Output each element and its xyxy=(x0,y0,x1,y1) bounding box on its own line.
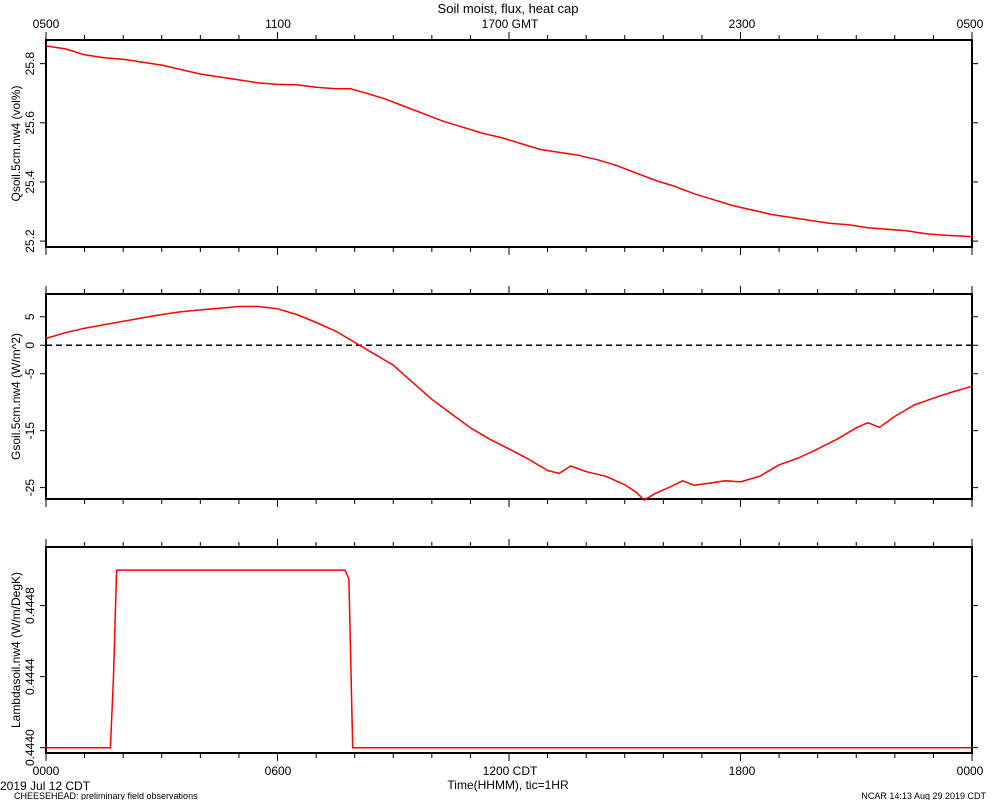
y-axis-label: Lambdasoil.nw4 (W/m/DegK) xyxy=(9,572,23,728)
y-tick-label: 25.8 xyxy=(23,52,37,76)
bottom-tick-label: 0000 xyxy=(33,764,60,778)
y-tick-label: 0 xyxy=(23,342,37,349)
top-axis-labels: 0500 1100 1700 GMT 2300 0500 xyxy=(33,17,984,31)
y-axis-label: Gsoil.5cm.nw4 (W/m^2) xyxy=(9,333,23,460)
series-line xyxy=(45,45,973,238)
footer-right: NCAR 14:13 Aug 29 2019 CDT xyxy=(861,791,986,800)
top-tick-label: 0500 xyxy=(33,17,60,31)
top-tick-label: 0500 xyxy=(957,17,984,31)
y-tick-label: -15 xyxy=(23,422,37,440)
y-tick-label: -25 xyxy=(23,479,37,497)
bottom-tick-label: 0000 xyxy=(957,764,984,778)
y-tick-label: 0.4440 xyxy=(23,729,37,766)
bottom-axis-labels: 0000 0600 1200 CDT 1800 0000 xyxy=(33,764,984,778)
y-tick-label: 0.4444 xyxy=(23,658,37,695)
y-tick-label: -5 xyxy=(23,368,37,379)
series-line xyxy=(45,305,973,501)
series-line xyxy=(46,569,972,749)
y-tick-label: 0.4448 xyxy=(23,587,37,624)
y-tick-label: 25.2 xyxy=(23,229,37,253)
y-tick-label: 5 xyxy=(23,313,37,320)
top-tick-label: 1100 xyxy=(265,17,291,31)
chart-panel-2: -25 -15 -5 0 5 Gsoil.5cm.nw4 (W/m^2) xyxy=(9,286,978,507)
top-tick-label: 2300 xyxy=(729,17,756,31)
y-axis-label: Qsoil.5cm.nw4 (vol%) xyxy=(9,85,23,201)
plot-frame xyxy=(45,293,973,500)
bottom-tick-label: 1200 CDT xyxy=(483,764,538,778)
bottom-tick-label: 1800 xyxy=(729,764,756,778)
footer-left: CHEESEHEAD: preliminary field observatio… xyxy=(14,791,198,800)
date-label: 2019 Jul 12 CDT xyxy=(0,779,91,793)
chart-title: Soil moist, flux, heat cap xyxy=(438,1,579,16)
x-axis-label: Time(HHMM), tic=1HR xyxy=(447,778,569,792)
top-tick-label: 1700 GMT xyxy=(482,17,539,31)
y-tick-label: 25.6 xyxy=(23,111,37,135)
y-tick-label: 25.4 xyxy=(23,170,37,194)
plot-frame xyxy=(45,546,973,754)
bottom-tick-label: 0600 xyxy=(265,764,292,778)
